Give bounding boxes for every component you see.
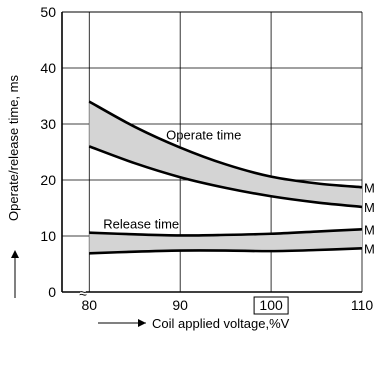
series-layer bbox=[88, 100, 363, 255]
series-line-1 bbox=[88, 145, 363, 209]
axis-layer bbox=[11, 11, 362, 327]
right-edge-label-0: M bbox=[364, 180, 375, 195]
y-tick-label-50: 50 bbox=[40, 4, 56, 20]
series-line-0 bbox=[88, 100, 363, 189]
series-line-3 bbox=[89, 247, 363, 255]
x-tick-label-90: 90 bbox=[172, 297, 188, 313]
text-layer: 0 10 20 30 40 50 80 90 100 110 ≈ Coil applied volta… bbox=[6, 4, 375, 331]
y-tick-label-30: 30 bbox=[40, 116, 56, 132]
annotation-release-time: Release time bbox=[103, 217, 179, 232]
y-tick-label-0: 0 bbox=[48, 284, 56, 300]
right-edge-label-1: M bbox=[364, 200, 375, 215]
x-axis-label: Coil applied voltage,%V bbox=[152, 316, 290, 331]
right-edge-label-2: M bbox=[364, 222, 375, 237]
axis-break-mark: ≈ bbox=[79, 285, 87, 301]
x-tick-label-100: 100 bbox=[259, 297, 283, 313]
y-axis-arrowhead bbox=[11, 250, 19, 258]
y-tick-label-10: 10 bbox=[40, 228, 56, 244]
x-axis-arrowhead bbox=[138, 319, 146, 327]
y-axis-label: Operate/release time, ms bbox=[6, 75, 21, 221]
x-tick-label-80: 80 bbox=[81, 297, 97, 313]
y-tick-label-40: 40 bbox=[40, 60, 56, 76]
annotation-operate-time: Operate time bbox=[166, 128, 241, 143]
right-edge-label-3: M bbox=[364, 241, 375, 256]
band-0 bbox=[89, 101, 362, 207]
x-tick-label-110: 110 bbox=[351, 297, 374, 313]
series-line-2 bbox=[89, 227, 363, 237]
y-tick-label-20: 20 bbox=[40, 172, 56, 188]
x-tick-highlight-box bbox=[253, 296, 289, 315]
